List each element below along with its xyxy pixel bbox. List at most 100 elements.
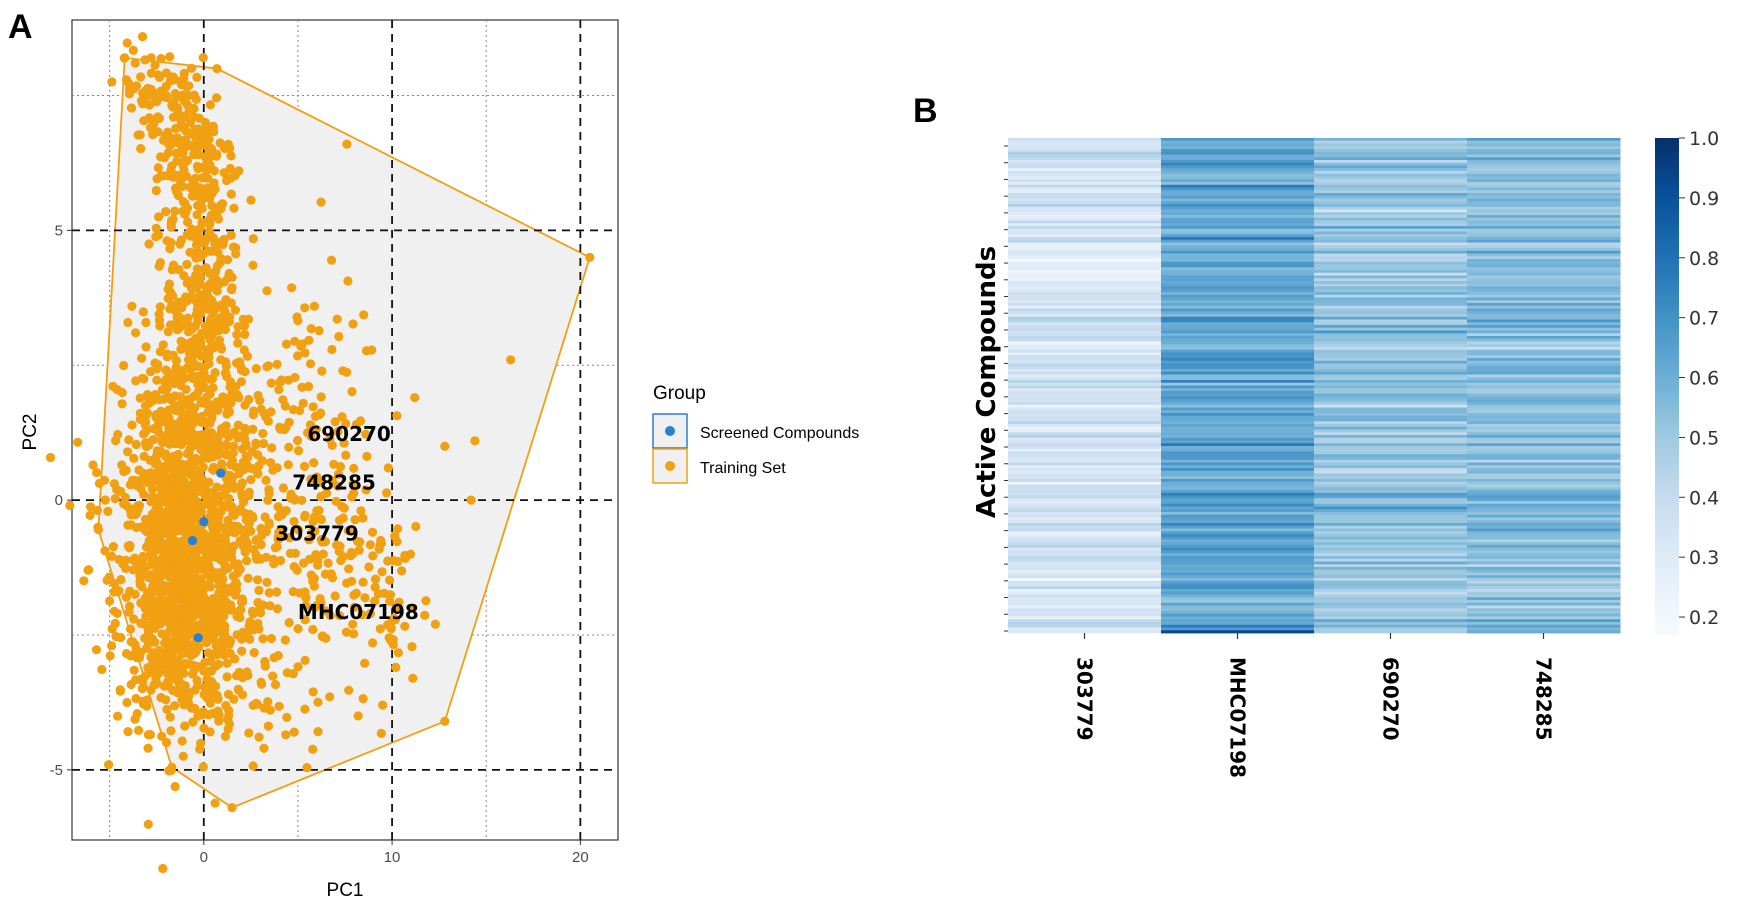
training-point	[177, 80, 187, 90]
training-point	[192, 210, 202, 220]
heatmap-cell	[1314, 289, 1468, 293]
heatmap-cell	[1161, 586, 1315, 590]
training-point	[289, 727, 299, 737]
heatmap-cell	[1467, 308, 1621, 312]
heatmap-cell	[1161, 289, 1315, 293]
heatmap-cell	[1467, 509, 1621, 513]
training-point	[293, 525, 303, 535]
heatmap-cell	[1008, 162, 1162, 166]
heatmap-cell	[1008, 470, 1162, 474]
training-point	[196, 272, 206, 282]
heatmap-cell	[1467, 558, 1621, 562]
training-point	[148, 435, 158, 445]
training-point	[164, 405, 174, 415]
heatmap-cell	[1467, 462, 1621, 466]
training-point	[161, 465, 171, 475]
training-point	[156, 152, 166, 162]
training-point	[289, 562, 299, 572]
heatmap-cell	[1467, 407, 1621, 411]
training-point	[382, 488, 392, 498]
heatmap-cell	[1008, 591, 1162, 595]
heatmap-cell	[1314, 256, 1468, 260]
heatmap-cell	[1467, 275, 1621, 279]
heatmap-cell	[1314, 473, 1468, 477]
training-point	[187, 324, 197, 334]
training-point	[348, 479, 358, 489]
heatmap-cell	[1161, 525, 1315, 529]
training-point	[187, 438, 197, 448]
heatmap-cell	[1008, 338, 1162, 342]
heatmap-cell	[1161, 536, 1315, 540]
heatmap-cell	[1467, 410, 1621, 414]
training-point	[288, 669, 298, 679]
heatmap-cell	[1161, 487, 1315, 491]
training-point	[261, 527, 271, 537]
heatmap-cell	[1314, 616, 1468, 620]
heatmap-cell	[1161, 564, 1315, 568]
colorbar-tick-label: 0.3	[1689, 547, 1719, 569]
training-point	[167, 762, 177, 772]
heatmap-cell	[1467, 561, 1621, 565]
training-point	[280, 401, 290, 411]
heatmap-cell	[1314, 325, 1468, 329]
heatmap-cell	[1467, 418, 1621, 422]
heatmap-cell	[1008, 267, 1162, 271]
heatmap-cell	[1008, 479, 1162, 483]
training-point	[269, 559, 279, 569]
heatmap-cell	[1314, 569, 1468, 573]
training-point	[220, 448, 230, 458]
training-point	[162, 236, 172, 246]
training-point	[224, 407, 235, 417]
heatmap-cell	[1008, 270, 1162, 274]
heatmap-cell	[1467, 316, 1621, 320]
heatmap-cell	[1008, 520, 1162, 524]
training-point	[185, 480, 195, 491]
training-point	[219, 483, 230, 493]
heatmap-cell	[1314, 539, 1468, 543]
training-point	[161, 695, 171, 705]
heatmap-cell	[1467, 165, 1621, 169]
training-point	[162, 93, 172, 103]
heatmap-cell	[1008, 182, 1162, 186]
training-point	[298, 558, 309, 568]
training-point	[168, 260, 179, 270]
training-point	[287, 283, 297, 293]
heatmap-cell	[1467, 424, 1621, 428]
screened-point	[199, 517, 209, 527]
heatmap-cell	[1161, 611, 1315, 615]
heatmap-cell	[1314, 624, 1468, 628]
heatmap-cell	[1161, 220, 1315, 224]
training-point	[191, 453, 201, 464]
heatmap-cell	[1161, 190, 1315, 194]
heatmap-cell	[1008, 289, 1162, 293]
heatmap-cell	[1467, 569, 1621, 573]
training-point	[223, 689, 234, 699]
pca-x-axis-title: PC1	[327, 880, 364, 901]
heatmap-cell	[1314, 509, 1468, 513]
heatmap-cell	[1467, 358, 1621, 362]
training-point	[203, 141, 213, 151]
heatmap-cell	[1161, 578, 1315, 582]
training-point	[210, 614, 221, 625]
training-point	[192, 72, 202, 82]
heatmap-cell	[1161, 545, 1315, 549]
heatmap-cell	[1314, 451, 1468, 455]
heatmap-cell	[1008, 402, 1162, 406]
training-point	[163, 171, 173, 181]
heatmap-cell	[1008, 259, 1162, 263]
training-point	[210, 490, 220, 501]
heatmap-cell	[1161, 267, 1315, 271]
training-point	[183, 607, 193, 618]
training-point	[470, 436, 480, 446]
heatmap-cell	[1161, 440, 1315, 444]
training-point	[186, 182, 196, 192]
heatmap-cell	[1008, 215, 1162, 219]
training-point	[136, 72, 146, 82]
training-point	[262, 286, 272, 296]
heatmap-cell	[1314, 553, 1468, 557]
training-point	[100, 495, 110, 505]
heatmap-cell	[1314, 231, 1468, 235]
heatmap-cell	[1161, 140, 1315, 144]
training-point	[351, 419, 361, 430]
training-point	[292, 435, 303, 446]
